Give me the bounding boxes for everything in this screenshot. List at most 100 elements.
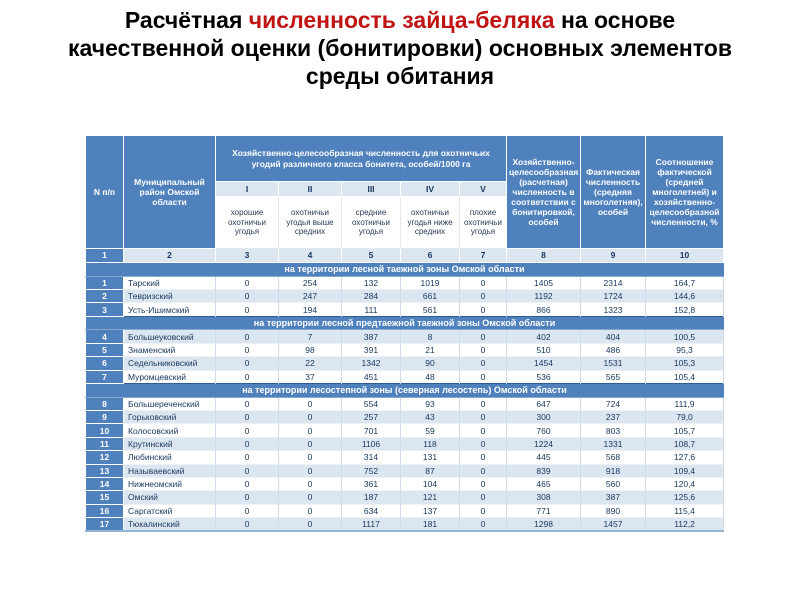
district-cell: Знаменский (123, 342, 216, 357)
table-row: 11 Крутинский 0 0 1106 118 0 1224 1331 108,7 (85, 436, 725, 452)
class-desc-1: хорошие охотничьи угодья (215, 196, 279, 249)
value-cell: 0 (215, 302, 279, 317)
title-prefix: Расчётная (124, 7, 249, 33)
table-row: 1 Тарский 0 254 132 1019 0 1405 2314 164,7 (85, 275, 725, 291)
class-numeral-2: II (278, 181, 342, 197)
zone-section-row: на территории лесной таежной зоны Омской… (85, 262, 724, 277)
value-cell: 115,4 (645, 503, 725, 518)
value-cell: 1224 (506, 436, 582, 451)
value-cell: 0 (215, 288, 279, 303)
value-cell: 0 (278, 423, 342, 438)
value-cell: 21 (400, 342, 460, 357)
value-cell: 0 (215, 517, 279, 532)
zone-section-row: на территории лесной предтаежной таежной… (85, 315, 724, 331)
value-cell: 1342 (341, 356, 401, 371)
class-numeral-5: V (458, 181, 508, 197)
col-header-group: Хозяйственно-целесообразная численность … (214, 135, 508, 182)
value-cell: 803 (580, 423, 647, 438)
col-header-num: N п/п (85, 135, 124, 249)
value-cell: 565 (580, 369, 647, 384)
value-cell: 22 (278, 356, 342, 371)
row-number-cell: 8 (85, 396, 124, 411)
column-number-cell: 3 (215, 248, 279, 263)
column-number-cell: 2 (123, 248, 216, 263)
row-number-cell: 15 (85, 490, 124, 505)
column-number-cell: 4 (278, 248, 342, 263)
value-cell: 0 (459, 342, 508, 357)
value-cell: 308 (506, 490, 582, 505)
value-cell: 0 (278, 463, 342, 478)
value-cell: 866 (506, 302, 582, 317)
value-cell: 1405 (506, 275, 582, 290)
col-header-fact: Фактическая численность (средняя многоле… (580, 135, 647, 249)
class-desc-5: плохие охотничьи угодья (458, 196, 508, 249)
row-number-cell: 6 (85, 356, 124, 371)
district-cell: Называевский (123, 463, 216, 478)
value-cell: 752 (341, 463, 401, 478)
row-number-cell: 11 (85, 436, 124, 452)
row-number-cell: 4 (85, 329, 124, 344)
row-number-cell: 12 (85, 450, 124, 465)
value-cell: 121 (400, 490, 460, 505)
value-cell: 554 (341, 396, 401, 411)
value-cell: 187 (341, 490, 401, 505)
value-cell: 536 (506, 369, 582, 384)
value-cell: 0 (459, 409, 508, 424)
col-header-district: Муниципальный район Омской области (123, 135, 216, 249)
value-cell: 181 (400, 517, 460, 532)
value-cell: 131 (400, 450, 460, 465)
value-cell: 0 (278, 396, 342, 411)
table-row: 9 Горьковский 0 0 257 43 0 300 237 79,0 (85, 409, 725, 425)
value-cell: 1192 (506, 288, 582, 303)
district-cell: Омский (123, 490, 216, 505)
value-cell: 0 (215, 409, 279, 424)
value-cell: 1724 (580, 288, 647, 303)
value-cell: 1323 (580, 302, 647, 317)
value-cell: 561 (400, 302, 460, 317)
value-cell: 0 (215, 463, 279, 478)
value-cell: 109,4 (645, 463, 725, 478)
value-cell: 387 (580, 490, 647, 505)
value-cell: 284 (341, 288, 401, 303)
value-cell: 0 (215, 342, 279, 357)
value-cell: 510 (506, 342, 582, 357)
district-cell: Усть-Ишимский (123, 302, 216, 317)
row-number-cell: 5 (85, 342, 124, 358)
district-cell: Седельниковский (123, 356, 216, 371)
value-cell: 111 (341, 302, 401, 317)
class-numeral-4: IV (400, 181, 460, 197)
value-cell: 100,5 (645, 329, 725, 344)
value-cell: 0 (278, 503, 342, 518)
value-cell: 0 (459, 490, 508, 505)
value-cell: 0 (215, 275, 279, 290)
value-cell: 105,4 (645, 369, 725, 384)
value-cell: 95,3 (645, 342, 725, 357)
value-cell: 1454 (506, 356, 582, 371)
title-suffix: на основе качественной оценки (бонитиров… (68, 7, 732, 90)
value-cell: 647 (506, 396, 582, 411)
data-table-container: N п/п Муниципальный район Омской области… (85, 135, 725, 533)
table-row: 5 Знаменский 0 98 391 21 0 510 486 95,3 (85, 342, 725, 358)
value-cell: 1117 (341, 517, 401, 532)
slide-title: Расчётная численность зайца-беляка на ос… (55, 6, 745, 90)
value-cell: 194 (278, 302, 342, 317)
value-cell: 0 (215, 503, 279, 518)
value-cell: 391 (341, 342, 401, 357)
column-number-cell: 9 (580, 248, 647, 263)
district-cell: Любинский (123, 450, 216, 465)
value-cell: 105,7 (645, 423, 725, 438)
value-cell: 247 (278, 288, 342, 303)
value-cell: 93 (400, 396, 460, 411)
value-cell: 0 (215, 396, 279, 411)
value-cell: 112,2 (645, 517, 725, 532)
value-cell: 0 (215, 356, 279, 371)
value-cell: 0 (215, 329, 279, 344)
column-number-cell: 6 (400, 248, 460, 263)
district-cell: Саргатский (123, 503, 216, 518)
value-cell: 0 (215, 436, 279, 451)
value-cell: 445 (506, 450, 582, 465)
value-cell: 7 (278, 329, 342, 344)
table-row: 16 Саргатский 0 0 634 137 0 771 890 115,4 (85, 503, 725, 519)
value-cell: 0 (215, 369, 279, 384)
